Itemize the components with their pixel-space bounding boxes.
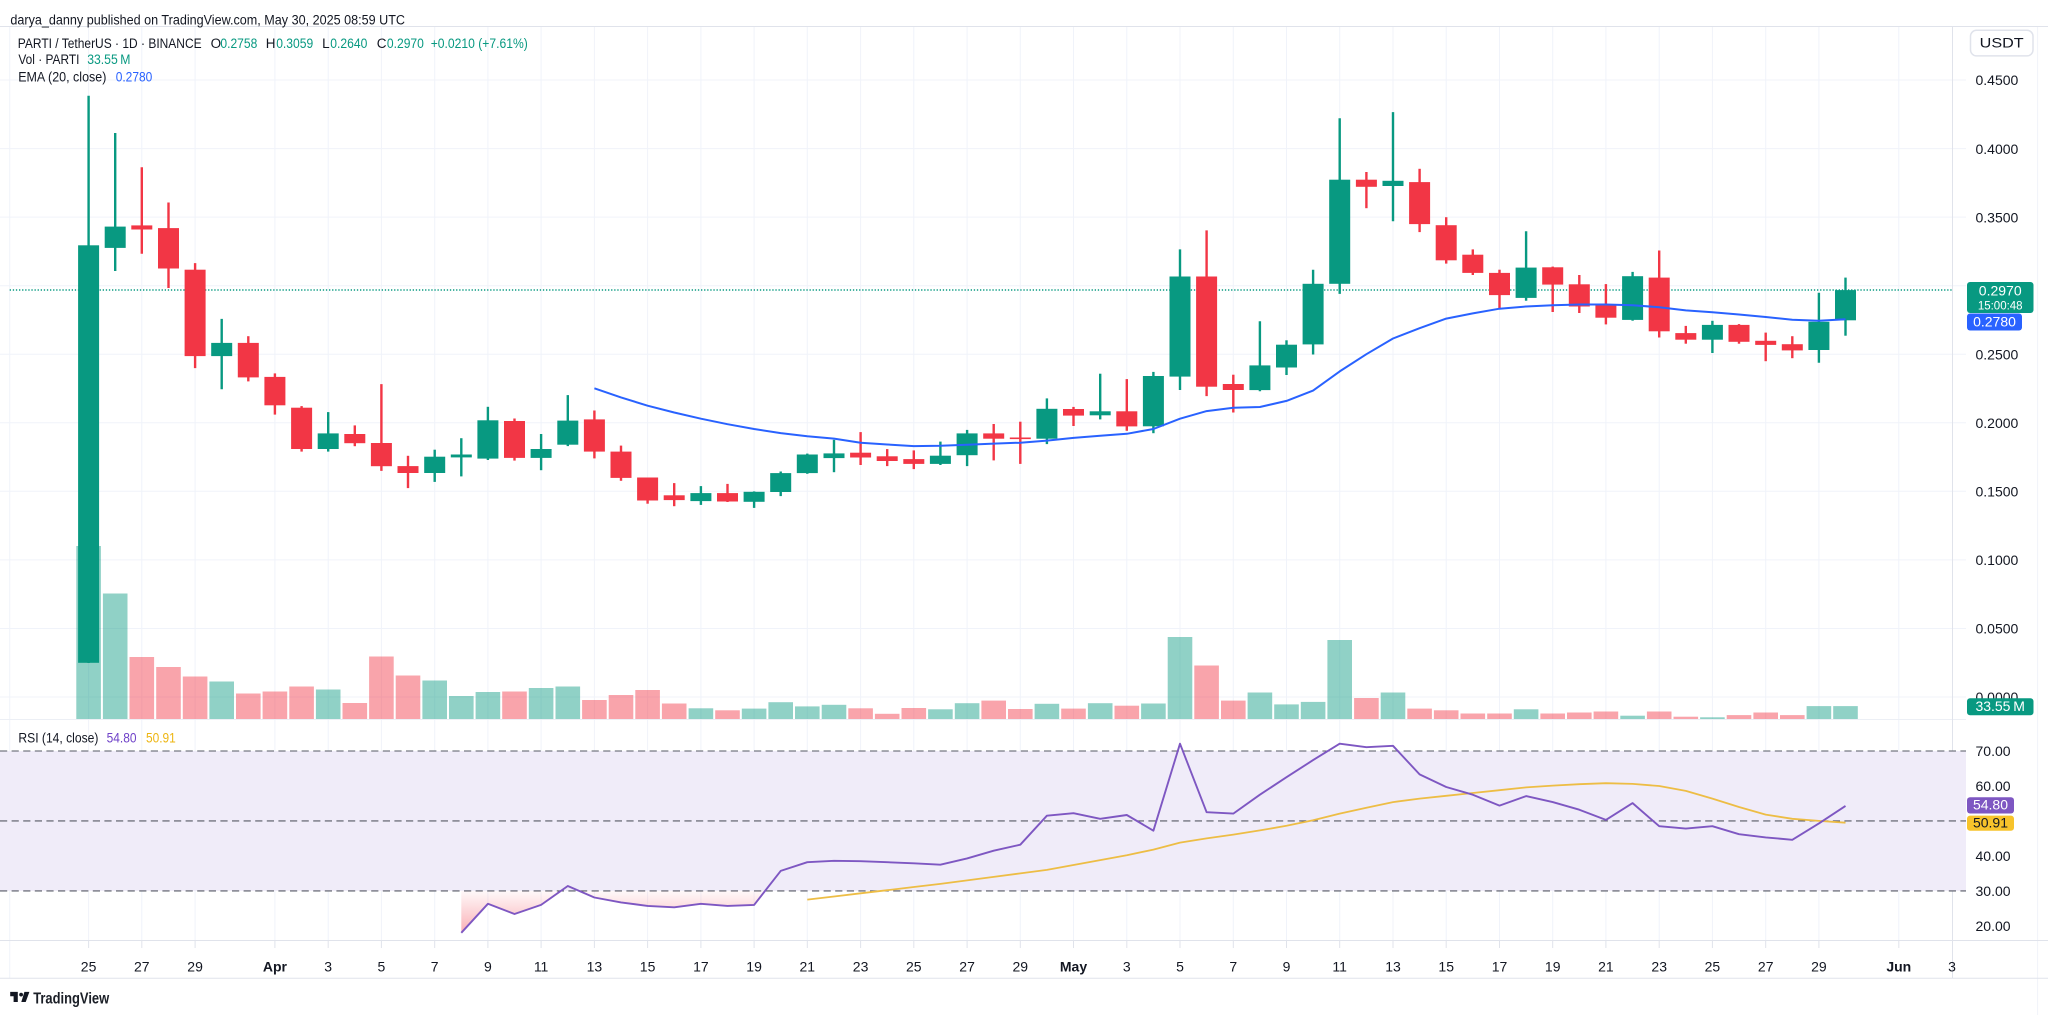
svg-text:0.2758: 0.2758: [220, 36, 257, 51]
svg-text:0.4000: 0.4000: [1976, 141, 2019, 157]
svg-text:0.2640: 0.2640: [330, 36, 367, 51]
svg-text:13: 13: [587, 959, 603, 975]
svg-text:0.3500: 0.3500: [1976, 209, 2019, 225]
svg-text:O: O: [211, 36, 222, 51]
svg-text:20.00: 20.00: [1976, 918, 2011, 934]
svg-text:PARTI / TetherUS · 1D · BINANC: PARTI / TetherUS · 1D · BINANCE: [18, 36, 202, 51]
svg-text:60.00: 60.00: [1976, 778, 2011, 794]
svg-text:21: 21: [1598, 959, 1614, 975]
svg-text:0.4500: 0.4500: [1976, 72, 2019, 88]
svg-text:25: 25: [81, 959, 97, 975]
svg-text:33.55 M: 33.55 M: [1975, 698, 2025, 714]
svg-text:27: 27: [134, 959, 150, 975]
svg-text:Apr: Apr: [263, 959, 288, 975]
svg-text:40.00: 40.00: [1976, 848, 2011, 864]
svg-text:54.80: 54.80: [107, 731, 137, 746]
svg-text:0.2780: 0.2780: [116, 70, 153, 85]
svg-text:0.2970: 0.2970: [387, 36, 424, 51]
svg-text:70.00: 70.00: [1976, 743, 2011, 759]
svg-text:9: 9: [1283, 959, 1291, 975]
svg-text:0.1500: 0.1500: [1976, 484, 2019, 500]
svg-text:5: 5: [1176, 959, 1184, 975]
svg-text:7: 7: [1229, 959, 1237, 975]
svg-text:11: 11: [1332, 959, 1347, 975]
svg-text:15:00:48: 15:00:48: [1978, 300, 2023, 312]
svg-text:RSI (14, close): RSI (14, close): [18, 731, 98, 746]
svg-text:9: 9: [484, 959, 492, 975]
svg-text:33.55 M: 33.55 M: [87, 52, 130, 67]
svg-text:0.3059: 0.3059: [276, 36, 313, 51]
svg-text:27: 27: [959, 959, 975, 975]
svg-text:19: 19: [746, 959, 762, 975]
svg-text:0.2000: 0.2000: [1976, 415, 2019, 431]
svg-text:15: 15: [640, 959, 656, 975]
svg-text:17: 17: [693, 959, 709, 975]
svg-text:21: 21: [800, 959, 816, 975]
svg-text:May: May: [1060, 959, 1087, 975]
svg-text:30.00: 30.00: [1976, 883, 2011, 899]
svg-text:0.2780: 0.2780: [1973, 313, 2016, 329]
svg-text:50.91: 50.91: [1973, 815, 2008, 831]
svg-text:23: 23: [1651, 959, 1667, 975]
svg-text:0.2970: 0.2970: [1979, 282, 2022, 298]
svg-text:54.80: 54.80: [1973, 797, 2008, 813]
svg-text:27: 27: [1758, 959, 1774, 975]
svg-text:11: 11: [534, 959, 549, 975]
svg-text:TradingView: TradingView: [33, 991, 109, 1008]
svg-text:29: 29: [187, 959, 203, 975]
svg-text:25: 25: [906, 959, 922, 975]
svg-text:3: 3: [1948, 959, 1956, 975]
svg-text:7: 7: [431, 959, 439, 975]
svg-text:+0.0210 (+7.61%): +0.0210 (+7.61%): [431, 36, 528, 51]
svg-text:darya_danny published on Tradi: darya_danny published on TradingView.com…: [10, 12, 405, 27]
svg-text:H: H: [266, 36, 276, 51]
svg-text:50.91: 50.91: [146, 731, 176, 746]
svg-text:C: C: [377, 36, 387, 51]
svg-text:3: 3: [1123, 959, 1131, 975]
svg-text:29: 29: [1811, 959, 1827, 975]
svg-text:23: 23: [853, 959, 869, 975]
svg-text:0.0500: 0.0500: [1976, 621, 2019, 637]
svg-text:USDT: USDT: [1980, 35, 2025, 51]
svg-text:13: 13: [1385, 959, 1401, 975]
svg-text:Vol · PARTI: Vol · PARTI: [18, 52, 79, 67]
svg-text:17: 17: [1492, 959, 1508, 975]
svg-text:EMA (20, close): EMA (20, close): [18, 70, 106, 85]
svg-text:0.1000: 0.1000: [1976, 552, 2019, 568]
svg-text:L: L: [322, 36, 330, 51]
svg-text:0.2500: 0.2500: [1976, 346, 2019, 362]
svg-text:19: 19: [1545, 959, 1561, 975]
svg-text:5: 5: [378, 959, 386, 975]
svg-text:3: 3: [324, 959, 332, 975]
svg-text:15: 15: [1438, 959, 1454, 975]
svg-text:29: 29: [1013, 959, 1029, 975]
svg-text:Jun: Jun: [1886, 959, 1911, 975]
svg-text:25: 25: [1705, 959, 1721, 975]
